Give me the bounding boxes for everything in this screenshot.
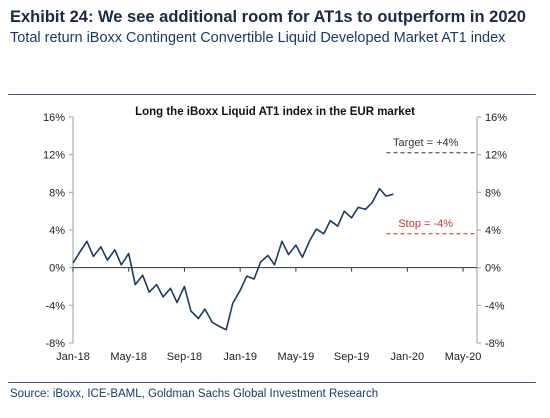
x-tick-label: Jan-18 xyxy=(56,351,90,363)
chart-title: Long the iBoxx Liquid AT1 index in the E… xyxy=(135,106,415,118)
series-line xyxy=(72,187,394,331)
x-tick-label: May-18 xyxy=(110,351,147,363)
chart-svg: Long the iBoxx Liquid AT1 index in the E… xyxy=(43,106,507,363)
y-tick-label-right: -8% xyxy=(485,338,505,350)
x-tick-label: May-19 xyxy=(278,351,315,363)
y-tick-label-right: 0% xyxy=(485,263,501,275)
y-tick-label-left: -8% xyxy=(45,338,65,350)
chart-annotations: Target = +4% Stop = -4% xyxy=(386,137,477,235)
y-tick-label-right: -4% xyxy=(485,300,505,312)
x-tick-label: May-20 xyxy=(445,351,482,363)
y-tick-label-left: 16% xyxy=(43,112,65,124)
y-tick-label-left: -4% xyxy=(45,300,65,312)
y-tick-label-right: 16% xyxy=(485,112,507,124)
y-tick-label-left: 4% xyxy=(49,225,65,237)
y-tick-label-left: 8% xyxy=(49,187,65,199)
target-label: Target = +4% xyxy=(393,137,459,149)
chart-subtitle: Total return iBoxx Contingent Convertibl… xyxy=(10,30,506,46)
x-tick-label: Sep-18 xyxy=(167,351,202,363)
source-note: Source: iBoxx, ICE-BAML, Goldman Sachs G… xyxy=(10,388,379,400)
y-tick-label-left: 12% xyxy=(43,150,65,162)
chart-axes: -8% -8% -4% -4% 0% 0% 4% 4% 8% 8% 12% 12% 16% 16% Jan-… xyxy=(43,112,507,363)
x-tick-label: Sep-19 xyxy=(334,351,369,363)
bottom-rule xyxy=(8,382,536,383)
chart-series xyxy=(72,187,394,331)
y-tick-label-right: 8% xyxy=(485,187,501,199)
exhibit-title: Exhibit 24: We see additional room for A… xyxy=(10,8,526,26)
top-rule xyxy=(8,94,536,95)
y-tick-label-left: 0% xyxy=(49,263,65,275)
stop-label: Stop = -4% xyxy=(398,218,453,230)
x-tick-label: Jan-19 xyxy=(223,351,257,363)
x-tick-label: Jan-20 xyxy=(391,351,425,363)
y-tick-label-right: 12% xyxy=(485,150,507,162)
y-tick-label-right: 4% xyxy=(485,225,501,237)
